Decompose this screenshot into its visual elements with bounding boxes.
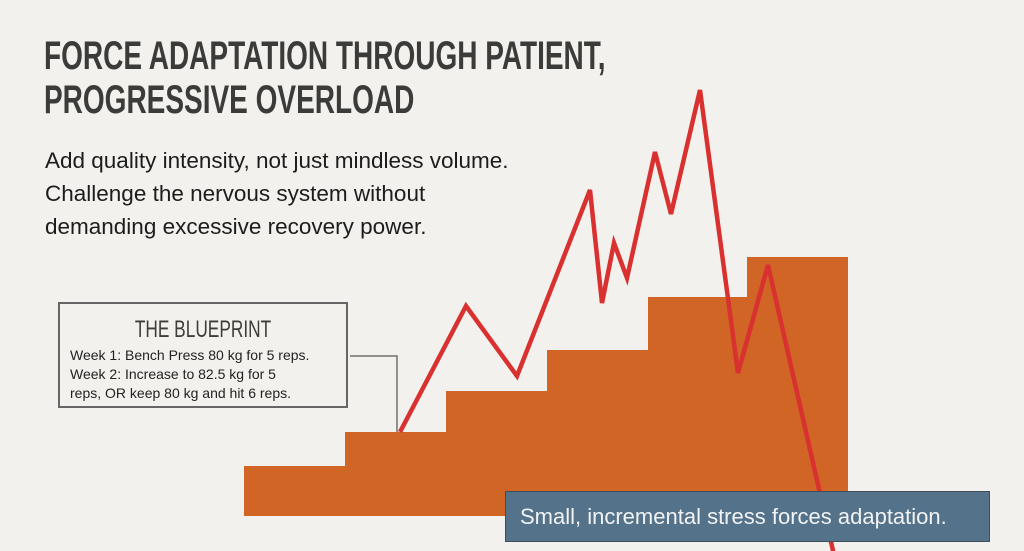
page-title: FORCE ADAPTATION THROUGH PATIENT, PROGRE… xyxy=(44,34,606,122)
connector-line xyxy=(350,355,398,432)
title-line-1: FORCE ADAPTATION THROUGH PATIENT, xyxy=(44,34,606,78)
subtitle-line-1: Add quality intensity, not just mindless… xyxy=(45,148,509,173)
blueprint-box: THE BLUEPRINT Week 1: Bench Press 80 kg … xyxy=(58,302,348,408)
blueprint-heading: THE BLUEPRINT xyxy=(134,316,272,343)
callout-banner: Small, incremental stress forces adaptat… xyxy=(505,491,990,542)
subtitle: Add quality intensity, not just mindless… xyxy=(45,144,509,243)
blueprint-line-3: reps, OR keep 80 kg and hit 6 reps. xyxy=(70,385,292,401)
erratic-stress-line xyxy=(398,89,836,551)
blueprint-line-2: Week 2: Increase to 82.5 kg for 5 xyxy=(70,366,276,382)
blueprint-line-1: Week 1: Bench Press 80 kg for 5 reps. xyxy=(70,347,310,363)
subtitle-line-2: Challenge the nervous system without xyxy=(45,181,426,206)
subtitle-line-3: demanding excessive recovery power. xyxy=(45,214,427,239)
staircase-steps xyxy=(244,257,848,516)
title-line-2: PROGRESSIVE OVERLOAD xyxy=(44,78,415,122)
